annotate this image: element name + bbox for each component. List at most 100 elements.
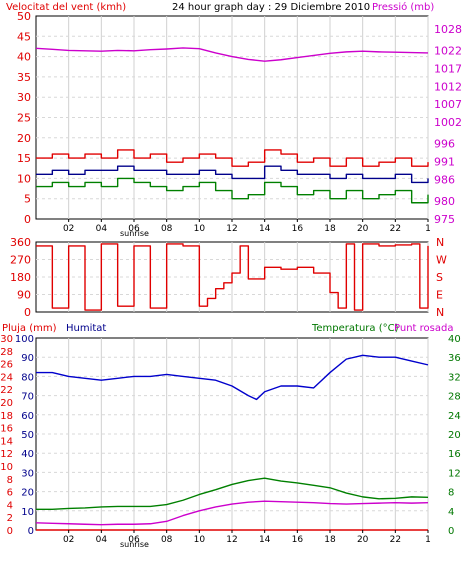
pressure-tick-label: 1012 <box>434 80 462 93</box>
wind-speed-tick-label: 15 <box>17 152 31 165</box>
dewpoint-axis-label: Punt rosada <box>394 323 453 334</box>
rain-tick-label: 24 <box>0 372 13 383</box>
pressure-tick-label: 1022 <box>434 44 462 57</box>
wind-speed-tick-label: 20 <box>17 132 31 145</box>
hour-tick-label: 12 <box>226 224 237 234</box>
pressure-tick-label: 1028 <box>434 23 462 36</box>
hour-tick-label: 18 <box>324 224 336 234</box>
rain-tick-label: 20 <box>0 398 13 409</box>
rain-tick-label: 16 <box>0 424 13 435</box>
rain-tick-label: 0 <box>7 526 13 537</box>
temperature-tick-label: 16 <box>448 449 461 460</box>
wind-direction-tick-label: 270 <box>10 254 31 267</box>
wind-direction-tick-label: 90 <box>17 289 31 302</box>
temperature-tick-label: 28 <box>448 392 461 403</box>
wind-speed-tick-label: 40 <box>17 51 31 64</box>
humidity-tick-label: 10 <box>21 507 34 518</box>
rain-tick-label: 28 <box>0 347 13 358</box>
hour-tick-label: 10 <box>194 224 206 234</box>
hour-tick-label: 06 <box>128 224 140 234</box>
compass-label: W <box>436 254 447 267</box>
wind-speed-tick-label: 10 <box>17 172 31 185</box>
wind-direction-tick-label: 360 <box>10 236 31 249</box>
temperature-tick-label: 40 <box>448 334 461 345</box>
humidity-tick-label: 80 <box>21 372 34 383</box>
graph-title: 24 hour graph day : 29 Diciembre 2010 <box>172 2 370 13</box>
rain-tick-label: 22 <box>0 385 13 396</box>
compass-label: E <box>436 289 443 302</box>
hour-tick-label: 08 <box>161 535 173 545</box>
temperature-tick-label: 24 <box>448 411 461 422</box>
hour-tick-label: 16 <box>292 224 304 234</box>
humidity-tick-label: 60 <box>21 411 34 422</box>
humidity-tick-label: 30 <box>21 468 34 479</box>
humidity-tick-label: 70 <box>21 392 34 403</box>
humidity-tick-label: 100 <box>15 334 34 345</box>
rain-tick-label: 6 <box>7 488 13 499</box>
pressure-tick-label: 996 <box>434 138 455 151</box>
hour-tick-label: 04 <box>96 535 108 545</box>
hour-tick-label: 22 <box>390 224 401 234</box>
hour-tick-label: 12 <box>226 535 237 545</box>
rain-tick-label: 4 <box>7 500 13 511</box>
temperature-tick-label: 20 <box>448 430 461 441</box>
pressure-tick-label: 991 <box>434 156 455 169</box>
rain-tick-label: 30 <box>0 334 13 345</box>
pressure-tick-label: 1002 <box>434 116 462 129</box>
hour-tick-label: 16 <box>292 535 304 545</box>
wind-average-series-line <box>36 165 429 184</box>
compass-label: N <box>436 306 444 319</box>
hour-tick-label: 08 <box>161 224 173 234</box>
rain-tick-label: 10 <box>0 462 13 473</box>
hour-tick-label: 20 <box>357 535 369 545</box>
dewpoint-series-line <box>35 500 429 526</box>
wind-speed-tick-label: 30 <box>17 91 31 104</box>
sunrise-label-2: sunrise <box>120 540 149 549</box>
rain-tick-label: 8 <box>7 475 13 486</box>
humidity-axis-label: Humitat <box>66 323 106 334</box>
temperature-series-line <box>36 477 429 511</box>
humidity-tick-label: 50 <box>21 430 34 441</box>
wind-speed-axis-label: Velocitat del vent (kmh) <box>6 2 126 13</box>
wind-direction-tick-label: 180 <box>10 271 31 284</box>
hour-tick-label: 14 <box>259 535 271 545</box>
wind-speed-tick-label: 25 <box>17 112 31 125</box>
rain-tick-label: 26 <box>0 360 13 371</box>
hour-tick-label: 20 <box>357 224 369 234</box>
temperature-axis-label: Temperatura (°C) <box>311 323 399 334</box>
pressure-tick-label: 975 <box>434 213 455 226</box>
compass-label: S <box>436 271 443 284</box>
hour-tick-label: 1 <box>425 224 431 234</box>
wind-speed-tick-label: 5 <box>24 193 31 206</box>
pressure-tick-label: 1017 <box>434 62 462 75</box>
rain-tick-label: 14 <box>0 436 13 447</box>
temperature-tick-label: 0 <box>448 526 454 537</box>
hour-tick-label: 10 <box>194 535 206 545</box>
sunrise-label-1: sunrise <box>120 229 149 238</box>
temperature-tick-label: 12 <box>448 468 461 479</box>
rain-axis-label: Pluja (mm) <box>2 323 57 334</box>
temperature-tick-label: 36 <box>448 353 461 364</box>
humidity-series-line <box>36 354 429 401</box>
hour-tick-label: 02 <box>63 535 74 545</box>
rain-tick-label: 18 <box>0 411 13 422</box>
wind-direction-series-line <box>36 243 429 311</box>
wind-speed-tick-label: 0 <box>24 213 31 226</box>
wind-gust-series-line <box>36 149 429 167</box>
hour-tick-label: 1 <box>425 535 431 545</box>
rain-tick-label: 12 <box>0 449 13 460</box>
pressure-tick-label: 980 <box>434 195 455 208</box>
rain-tick-label: 2 <box>7 513 13 524</box>
humidity-tick-label: 0 <box>28 526 34 537</box>
wind-speed-tick-label: 35 <box>17 71 31 84</box>
hour-tick-label: 14 <box>259 224 271 234</box>
hour-tick-label: 02 <box>63 224 74 234</box>
humidity-tick-label: 20 <box>21 488 34 499</box>
temperature-tick-label: 8 <box>448 488 454 499</box>
humidity-tick-label: 40 <box>21 449 34 460</box>
wind-speed-tick-label: 50 <box>17 10 31 23</box>
hour-tick-label: 06 <box>128 535 140 545</box>
hour-tick-label: 04 <box>96 224 108 234</box>
